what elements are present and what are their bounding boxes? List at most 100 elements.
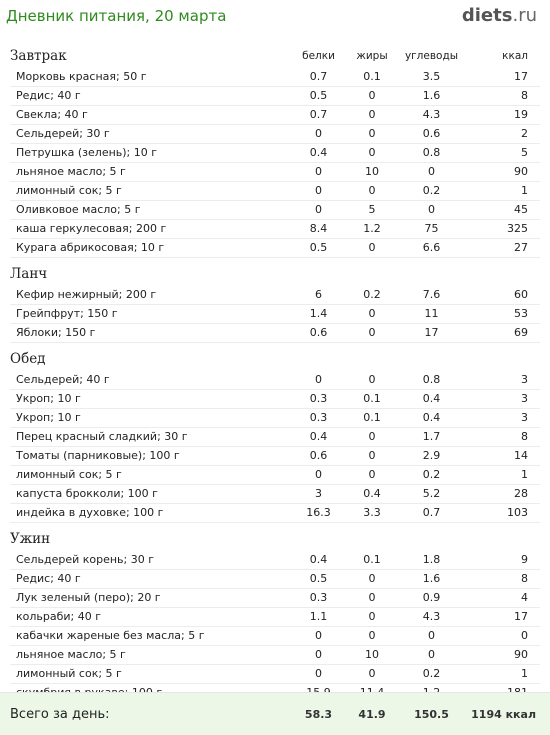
food-protein: 0 bbox=[290, 664, 347, 684]
food-fat: 0 bbox=[347, 427, 397, 447]
totals-fat: 41.9 bbox=[358, 708, 386, 721]
food-carbs: 1.7 bbox=[397, 427, 466, 447]
food-name[interactable]: Грейпфрут; 150 г bbox=[10, 304, 290, 324]
food-item-row[interactable]: Редис; 40 г 0.5 0 1.6 8 bbox=[10, 86, 540, 106]
food-name[interactable]: Редис; 40 г bbox=[10, 86, 290, 106]
food-item-row[interactable]: капуста брокколи; 100 г 3 0.4 5.2 28 bbox=[10, 484, 540, 504]
food-item-row[interactable]: Оливковое масло; 5 г 0 5 0 45 bbox=[10, 200, 540, 220]
food-name[interactable]: каша геркулесовая; 200 г bbox=[10, 219, 290, 239]
food-item-row[interactable]: лимонный сок; 5 г 0 0 0.2 1 bbox=[10, 181, 540, 201]
food-item-row[interactable]: Сельдерей; 30 г 0 0 0.6 2 bbox=[10, 124, 540, 144]
food-carbs: 0.4 bbox=[397, 389, 466, 409]
food-name[interactable]: Редис; 40 г bbox=[10, 569, 290, 589]
totals-protein: 58.3 bbox=[304, 708, 333, 721]
column-header-kcal: ккал bbox=[502, 50, 528, 62]
food-item-row[interactable]: лимонный сок; 5 г 0 0 0.2 1 bbox=[10, 465, 540, 485]
food-protein: 0 bbox=[290, 371, 347, 390]
food-fat: 0 bbox=[347, 446, 397, 466]
food-carbs: 11 bbox=[397, 304, 466, 324]
food-protein: 0.7 bbox=[290, 105, 347, 125]
food-item-row[interactable]: Курага абрикосовая; 10 г 0.5 0 6.6 27 bbox=[10, 238, 540, 258]
food-name[interactable]: Сельдерей; 40 г bbox=[10, 371, 290, 390]
meal-header-filler bbox=[290, 347, 540, 371]
food-item-row[interactable]: Томаты (парниковые); 100 г 0.6 0 2.9 14 bbox=[10, 446, 540, 466]
food-name[interactable]: льняное масло; 5 г bbox=[10, 645, 290, 665]
food-carbs: 0 bbox=[397, 645, 466, 665]
food-item-row[interactable]: Яблоки; 150 г 0.6 0 17 69 bbox=[10, 323, 540, 343]
food-kcal: 69 bbox=[466, 323, 540, 343]
food-carbs: 0.6 bbox=[397, 124, 466, 144]
food-item-row[interactable]: Кефир нежирный; 200 г 6 0.2 7.6 60 bbox=[10, 286, 540, 305]
food-carbs: 0.2 bbox=[397, 465, 466, 485]
food-item-row[interactable]: Грейпфрут; 150 г 1.4 0 11 53 bbox=[10, 304, 540, 324]
food-name[interactable]: Сельдерей корень; 30 г bbox=[10, 551, 290, 570]
food-item-row[interactable]: индейка в духовке; 100 г 16.3 3.3 0.7 103 bbox=[10, 503, 540, 523]
food-carbs: 0.8 bbox=[397, 371, 466, 390]
food-protein: 0.5 bbox=[290, 238, 347, 258]
food-name[interactable]: лимонный сок; 5 г bbox=[10, 465, 290, 485]
food-name[interactable]: Кефир нежирный; 200 г bbox=[10, 286, 290, 305]
food-item-row[interactable]: кольраби; 40 г 1.1 0 4.3 17 bbox=[10, 607, 540, 627]
food-name[interactable]: капуста брокколи; 100 г bbox=[10, 484, 290, 504]
food-fat: 0.2 bbox=[347, 286, 397, 305]
meal-header-row: Обед bbox=[10, 347, 540, 371]
food-name[interactable]: Курага абрикосовая; 10 г bbox=[10, 238, 290, 258]
food-fat: 0.1 bbox=[347, 551, 397, 570]
food-name[interactable]: Петрушка (зелень); 10 г bbox=[10, 143, 290, 163]
food-name[interactable]: Яблоки; 150 г bbox=[10, 323, 290, 343]
food-name[interactable]: лимонный сок; 5 г bbox=[10, 664, 290, 684]
food-fat: 10 bbox=[347, 645, 397, 665]
food-item-row[interactable]: Перец красный сладкий; 30 г 0.4 0 1.7 8 bbox=[10, 427, 540, 447]
food-item-row[interactable]: каша геркулесовая; 200 г 8.4 1.2 75 325 bbox=[10, 219, 540, 239]
site-logo[interactable]: diets.ru bbox=[462, 5, 537, 26]
food-kcal: 17 bbox=[466, 68, 540, 87]
food-item-row[interactable]: Морковь красная; 50 г 0.7 0.1 3.5 17 bbox=[10, 68, 540, 87]
food-protein: 3 bbox=[290, 484, 347, 504]
food-item-row[interactable]: льняное масло; 5 г 0 10 0 90 bbox=[10, 162, 540, 182]
food-name[interactable]: Свекла; 40 г bbox=[10, 105, 290, 125]
food-item-row[interactable]: Укроп; 10 г 0.3 0.1 0.4 3 bbox=[10, 408, 540, 428]
food-item-row[interactable]: Свекла; 40 г 0.7 0 4.3 19 bbox=[10, 105, 540, 125]
food-item-row[interactable]: Лук зеленый (перо); 20 г 0.3 0 0.9 4 bbox=[10, 588, 540, 608]
food-name[interactable]: Укроп; 10 г bbox=[10, 408, 290, 428]
food-protein: 0 bbox=[290, 626, 347, 646]
food-kcal: 53 bbox=[466, 304, 540, 324]
daily-totals-bar: Всего за день: 58.3 41.9 150.5 1194 ккал bbox=[0, 692, 550, 735]
food-name[interactable]: Лук зеленый (перо); 20 г bbox=[10, 588, 290, 608]
food-name[interactable]: Морковь красная; 50 г bbox=[10, 68, 290, 87]
food-protein: 0 bbox=[290, 645, 347, 665]
food-protein: 0 bbox=[290, 465, 347, 485]
food-carbs: 4.3 bbox=[397, 607, 466, 627]
logo-tld-text: .ru bbox=[512, 5, 537, 26]
food-carbs: 5.2 bbox=[397, 484, 466, 504]
meal-header-row: Ланч bbox=[10, 262, 540, 286]
food-name[interactable]: Томаты (парниковые); 100 г bbox=[10, 446, 290, 466]
food-name[interactable]: Перец красный сладкий; 30 г bbox=[10, 427, 290, 447]
food-name[interactable]: кабачки жареные без масла; 5 г bbox=[10, 626, 290, 646]
food-kcal: 3 bbox=[466, 408, 540, 428]
food-name[interactable]: Укроп; 10 г bbox=[10, 389, 290, 409]
food-name[interactable]: кольраби; 40 г bbox=[10, 607, 290, 627]
food-fat: 0 bbox=[347, 588, 397, 608]
food-item-row[interactable]: Укроп; 10 г 0.3 0.1 0.4 3 bbox=[10, 389, 540, 409]
food-item-row[interactable]: Редис; 40 г 0.5 0 1.6 8 bbox=[10, 569, 540, 589]
food-fat: 1.2 bbox=[347, 219, 397, 239]
food-name[interactable]: Сельдерей; 30 г bbox=[10, 124, 290, 144]
food-fat: 0.1 bbox=[347, 68, 397, 87]
food-carbs: 0.4 bbox=[397, 408, 466, 428]
food-protein: 16.3 bbox=[290, 503, 347, 523]
food-kcal: 103 bbox=[466, 503, 540, 523]
food-fat: 0 bbox=[347, 626, 397, 646]
food-fat: 0 bbox=[347, 105, 397, 125]
food-kcal: 1 bbox=[466, 465, 540, 485]
food-name[interactable]: Оливковое масло; 5 г bbox=[10, 200, 290, 220]
food-item-row[interactable]: лимонный сок; 5 г 0 0 0.2 1 bbox=[10, 664, 540, 684]
food-name[interactable]: льняное масло; 5 г bbox=[10, 162, 290, 182]
food-name[interactable]: лимонный сок; 5 г bbox=[10, 181, 290, 201]
food-item-row[interactable]: Сельдерей; 40 г 0 0 0.8 3 bbox=[10, 371, 540, 390]
food-name[interactable]: индейка в духовке; 100 г bbox=[10, 503, 290, 523]
food-item-row[interactable]: льняное масло; 5 г 0 10 0 90 bbox=[10, 645, 540, 665]
food-item-row[interactable]: Сельдерей корень; 30 г 0.4 0.1 1.8 9 bbox=[10, 551, 540, 570]
food-item-row[interactable]: Петрушка (зелень); 10 г 0.4 0 0.8 5 bbox=[10, 143, 540, 163]
